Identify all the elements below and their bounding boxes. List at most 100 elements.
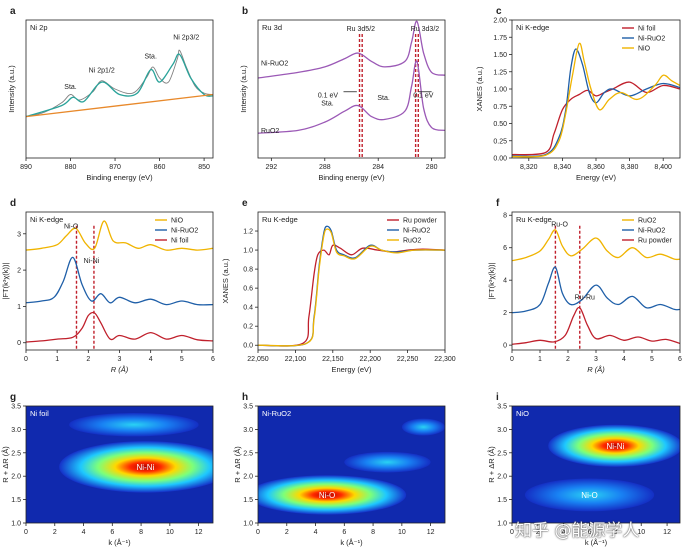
x-tick-label: 10 <box>637 529 645 536</box>
y-tick-label: 1.0 <box>243 521 253 528</box>
x-tick-label: 12 <box>427 529 435 536</box>
series-line <box>512 48 680 157</box>
y-tick-label: 2.0 <box>243 474 253 481</box>
series-line <box>26 256 213 306</box>
y-tick-label: 1.5 <box>11 497 21 504</box>
y-tick-label: 2.5 <box>11 450 21 457</box>
legend-entry: Ni-RuO2 <box>403 228 430 235</box>
blob-label: Ni-O <box>581 491 597 500</box>
series-group <box>26 220 213 343</box>
annotation-label: Ru 3d5/2 <box>347 26 376 33</box>
y-tick-label: 4 <box>503 278 507 285</box>
y-tick-label: 1.50 <box>493 52 507 59</box>
shift-label: 0.1 eV <box>318 92 339 99</box>
panel-letter: e <box>242 198 248 209</box>
y-tick-label: 3.0 <box>11 427 21 434</box>
heatmap-blob <box>258 475 407 515</box>
heatmap-g <box>26 406 213 523</box>
panel-i: Ni-Ni Ni-O NiO 0 2 4 6 8 10 12 1.0 1.5 2.0 2.5 3.0 3.5 k… <box>487 392 681 547</box>
x-tick-label: 3 <box>594 356 598 363</box>
series-line <box>512 266 680 314</box>
series-line <box>26 220 213 251</box>
legend-entry: Ni-RuO2 <box>638 228 665 235</box>
plot-area <box>26 20 213 158</box>
x-tick-label: 6 <box>110 529 114 536</box>
x-tick-label: 6 <box>588 529 592 536</box>
panel-d: Ni-O Ni-Ni NiO Ni-RuO2 Ni foil Ni K-edge 0 1 2 3 4… <box>1 198 215 374</box>
series-line <box>512 42 680 158</box>
plot-area <box>26 212 213 350</box>
y-tick-label: 2 <box>17 268 21 275</box>
legend-entry: Ru powder <box>403 218 438 225</box>
heatmap-blob <box>524 478 655 512</box>
y-tick-label: 3.5 <box>497 404 507 411</box>
series-group <box>258 225 445 347</box>
panel-letter: d <box>10 198 16 209</box>
x-axis-label: R (Å) <box>587 365 605 374</box>
annotation-label: Ni 2p1/2 <box>89 67 115 74</box>
x-tick-label: 280 <box>426 164 438 171</box>
legend-entry: NiO <box>638 46 651 53</box>
panel-b: Ru 3d5/2 Ru 3d3/2 Sta. Sta. Ni-RuO2 RuO2 0.1 e… <box>239 6 446 182</box>
x-tick-label: 5 <box>650 356 654 363</box>
y-tick-label: 0.75 <box>493 104 507 111</box>
panel-letter: g <box>10 392 16 403</box>
x-tick-label: 8 <box>613 529 617 536</box>
legend-entry: Ni-RuO2 <box>638 36 665 43</box>
y-tick-label: 1.5 <box>497 497 507 504</box>
y-tick-label: 0.0 <box>243 343 253 350</box>
series-line <box>26 93 213 118</box>
y-tick-label: 0.8 <box>243 267 253 274</box>
x-tick-label: 1 <box>538 356 542 363</box>
legend-entry: RuO2 <box>403 238 421 245</box>
series-line <box>512 229 680 262</box>
series-line <box>26 53 213 118</box>
panel-title: Ni K-edge <box>30 215 63 224</box>
y-tick-label: 1.5 <box>243 497 253 504</box>
heatmap-h <box>258 406 445 523</box>
y-tick-label: 0.00 <box>493 156 507 163</box>
y-tick-label: 1 <box>17 304 21 311</box>
x-tick-label: 10 <box>398 529 406 536</box>
y-tick-label: 2.0 <box>497 474 507 481</box>
x-tick-label: 284 <box>372 164 384 171</box>
annotation-label: Ni-O <box>64 223 79 230</box>
y-axis-label: R + ΔR (Å) <box>1 446 10 483</box>
y-axis-label: XANES (a.u.) <box>221 258 230 304</box>
x-tick-label: 2 <box>285 529 289 536</box>
x-tick-label: 4 <box>82 529 86 536</box>
x-tick-label: 4 <box>562 529 566 536</box>
y-tick-label: 1.0 <box>11 521 21 528</box>
panel-c: Ni foil Ni-RuO2 NiO Ni K-edge 8,320 8,340 8,36… <box>475 6 681 182</box>
x-tick-label: 22,050 <box>247 356 269 363</box>
x-tick-label: 8,400 <box>654 164 672 171</box>
x-tick-label: 1 <box>55 356 59 363</box>
y-tick-label: 0 <box>503 343 507 350</box>
x-tick-label: 8 <box>371 529 375 536</box>
y-axis-label: |FT(k³χ(k))| <box>1 262 10 299</box>
annotation-label: Ni 2p3/2 <box>173 34 199 41</box>
legend-entry: RuO2 <box>638 218 656 225</box>
y-tick-label: 2.5 <box>497 450 507 457</box>
y-axis-label: |FT(k³χ(k))| <box>487 262 496 299</box>
panel-g: Ni-Ni Ni foil 0 2 4 6 8 10 12 1.0 1.5 2.0 2.5 3.0 3.5 k… <box>1 392 214 547</box>
x-tick-label: 0 <box>24 356 28 363</box>
y-axis-label: XANES (a.u.) <box>475 66 484 112</box>
heatmap-blob <box>69 413 199 437</box>
x-tick-label: 860 <box>154 164 166 171</box>
x-tick-label: 8,360 <box>587 164 605 171</box>
annotation-label: Ru-O <box>551 222 568 229</box>
y-tick-label: 0.2 <box>243 324 253 331</box>
series-group <box>512 229 680 345</box>
heatmap-blob <box>59 441 213 493</box>
x-tick-label: 0 <box>510 529 514 536</box>
panel-letter: i <box>496 392 499 403</box>
x-tick-label: 0 <box>24 529 28 536</box>
x-tick-label: 6 <box>211 356 215 363</box>
x-tick-label: 22,250 <box>397 356 419 363</box>
plot-frame <box>25 405 214 524</box>
x-tick-label: 292 <box>266 164 278 171</box>
x-tick-label: 850 <box>198 164 210 171</box>
annotation-label: Sta. <box>64 84 77 91</box>
